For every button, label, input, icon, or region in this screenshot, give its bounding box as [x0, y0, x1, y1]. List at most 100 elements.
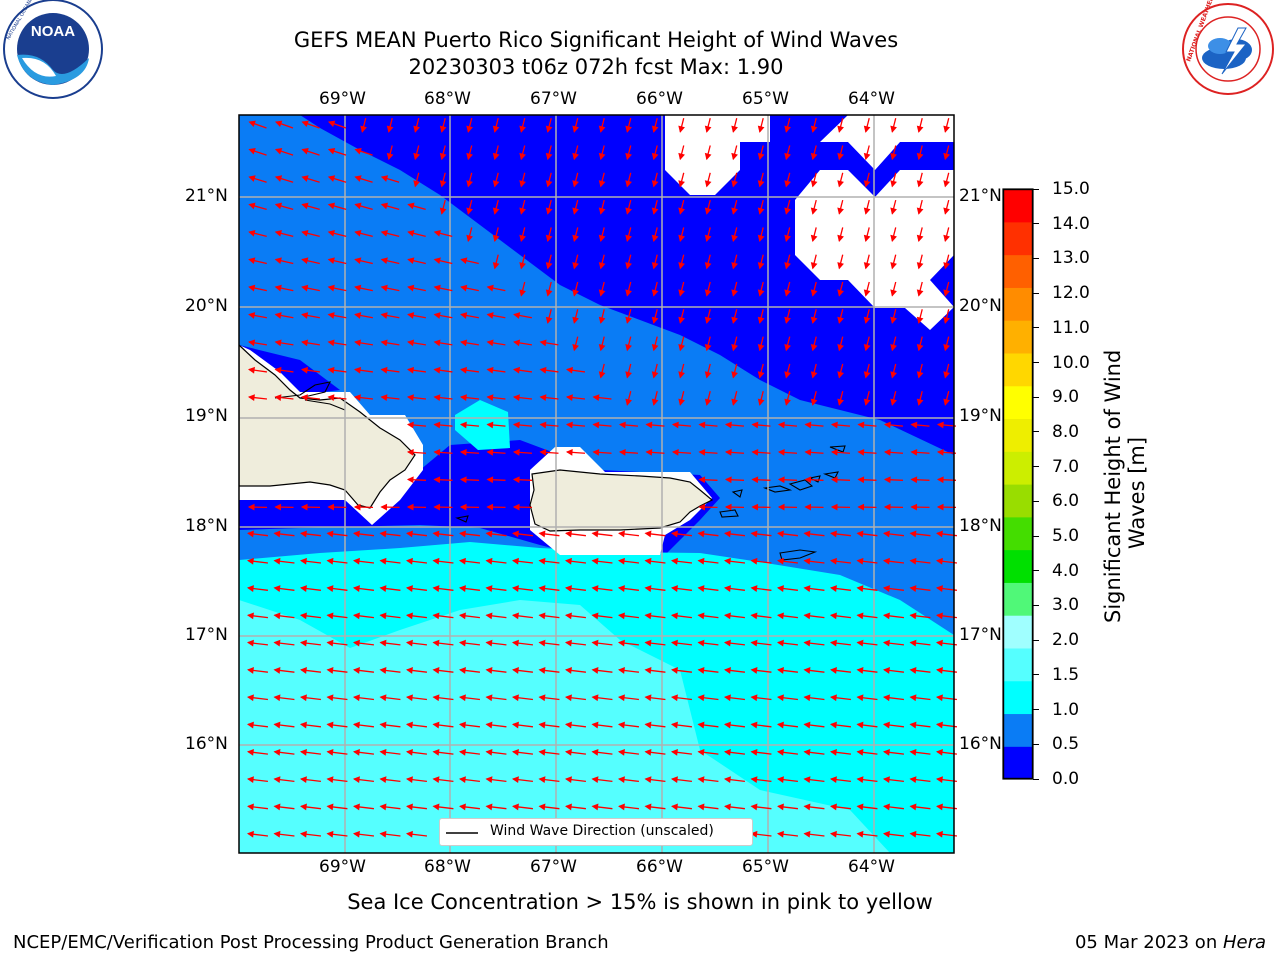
wave-arrow-head [379, 694, 387, 702]
wave-arrow-head [591, 530, 599, 538]
wave-arrow-head [678, 289, 685, 297]
wave-arrow-head [909, 748, 917, 756]
wave-arrow-head [591, 585, 599, 592]
lat-label-left: 16°N [185, 734, 228, 754]
colorbar-border [1003, 189, 1033, 779]
wave-arrow-head [750, 557, 758, 565]
wave-arrow-head [458, 803, 466, 811]
wave-arrow-head [299, 667, 307, 674]
wave-arrow-head [352, 776, 360, 784]
wave-arrow-head [598, 152, 606, 161]
wave-arrow-head [564, 612, 572, 620]
wave-arrow-head [545, 152, 553, 161]
wave-arrow-head [863, 180, 871, 188]
wave-arrow-head [598, 234, 606, 243]
wave-arrow-head [380, 312, 388, 319]
wave-arrow-head [433, 503, 441, 511]
wave-arrow-head [916, 344, 924, 352]
wave-arrow-head [856, 694, 864, 702]
wave-arrow-head [750, 803, 758, 811]
wave-arrow-head [837, 316, 844, 324]
wave-arrow-head [301, 284, 309, 292]
wave-arrow-head [591, 612, 599, 620]
wave-arrow-head [803, 748, 811, 756]
wave-arrow-head [751, 476, 759, 484]
footer-right: 05 Mar 2023 on Hera [1075, 932, 1266, 953]
wave-arrow-head [274, 120, 283, 128]
wave-arrow-head [830, 448, 838, 456]
wave-arrow-head [459, 448, 467, 456]
wave-arrow-head [492, 262, 500, 270]
wave-arrow-head [750, 748, 758, 756]
wave-arrow-head [591, 721, 599, 729]
wave-arrow-head [916, 207, 924, 215]
wave-arrow-head [274, 284, 282, 292]
wave-arrow-head [936, 448, 944, 456]
wave-arrow-head [810, 262, 818, 270]
wave-arrow-head [458, 748, 466, 756]
colorbar-bin [1003, 254, 1033, 288]
colorbar-tick-label: 15.0 [1052, 179, 1090, 199]
wave-arrow-head [625, 398, 632, 406]
wave-arrow-head [943, 398, 950, 406]
wave-arrow-head [644, 530, 652, 538]
wave-arrow-head [459, 503, 467, 511]
wave-arrow-head [935, 830, 943, 838]
wave-arrow-head [352, 803, 360, 811]
wave-arrow-head [460, 257, 468, 265]
wave-arrow-head [439, 207, 447, 215]
wave-arrow-head [352, 557, 360, 565]
wave-arrow-head [512, 421, 520, 429]
wave-arrow-head [909, 557, 917, 565]
wave-arrow-head [810, 180, 818, 188]
wave-arrow-head [617, 612, 625, 620]
wave-arrow-head [301, 175, 309, 182]
wave-arrow-head [935, 612, 943, 620]
wave-arrow-head [327, 257, 335, 265]
wave-arrow-head [882, 612, 890, 620]
wave-arrow-head [856, 776, 864, 784]
lat-label-right: 18°N [959, 516, 1002, 536]
wave-arrow-head [538, 639, 546, 647]
wave-arrow-head [273, 530, 281, 538]
wave-arrow-head [617, 639, 625, 647]
wave-arrow-head [644, 721, 652, 729]
masked-area-1 [665, 115, 770, 195]
wave-arrow-head [592, 448, 600, 456]
wave-arrow-head [299, 694, 307, 702]
wave-arrow-head [460, 312, 468, 319]
colorbar-overlay [1003, 189, 1033, 780]
wave-arrow-head [723, 721, 731, 729]
wave-arrow-head [406, 421, 414, 429]
wave-arrow-head [723, 585, 731, 592]
lat-label-left: 21°N [185, 186, 228, 206]
wave-arrow-head [697, 612, 705, 620]
wave-arrow-head [618, 421, 626, 429]
colorbar-tick-mark [1033, 466, 1039, 468]
wave-arrow-head [644, 639, 652, 647]
wave-arrow-head [485, 748, 493, 756]
wave-arrow-head [857, 476, 865, 484]
wave-arrow-head [704, 398, 712, 406]
wave-arrow-head [757, 207, 765, 215]
wave-arrow-head [784, 262, 791, 270]
wave-arrow-head [486, 448, 494, 456]
wave-arrow-head [246, 557, 254, 565]
lat-label-right: 19°N [959, 406, 1002, 426]
wave-arrow-head [485, 776, 493, 784]
wave-arrow-head [458, 721, 466, 729]
wave-arrow-head [723, 776, 731, 784]
wave-arrow-head [678, 125, 685, 133]
wave-arrow-head [327, 339, 335, 347]
wave-arrow-head [723, 557, 731, 565]
wave-arrow-head [890, 316, 897, 324]
map-frame [238, 114, 955, 854]
wave-arrow-head [670, 803, 678, 811]
colorbar-bin [1003, 582, 1033, 616]
wave-arrow-head [890, 180, 897, 188]
lon-label-top: 69°W [319, 89, 366, 109]
wave-arrow-head [379, 830, 387, 838]
wave-arrow-head [352, 721, 360, 729]
wave-arrow-head [784, 152, 791, 161]
wave-arrow-head [644, 585, 652, 592]
